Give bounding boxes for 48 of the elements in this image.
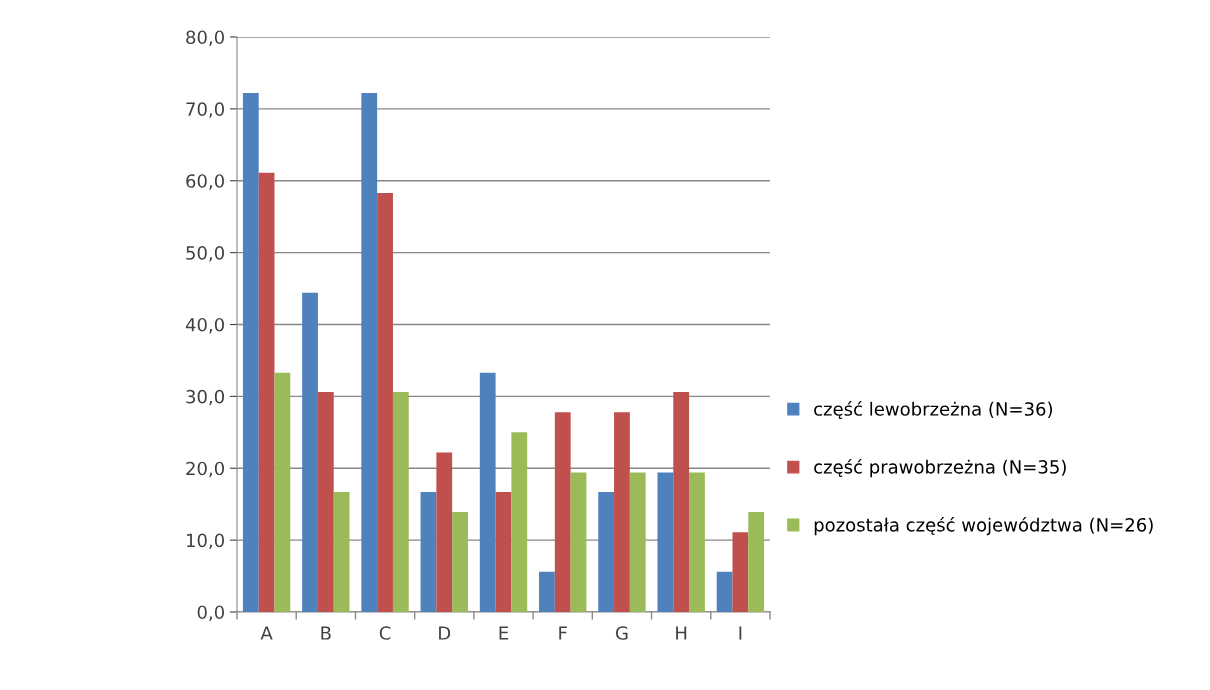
bar	[258, 172, 275, 612]
x-tick-label: G	[615, 626, 628, 640]
bar	[570, 472, 587, 612]
bar	[274, 372, 291, 612]
bar	[748, 512, 765, 612]
x-tick-label: I	[739, 626, 742, 640]
y-tick-label: 20,0	[186, 461, 224, 478]
x-tick-label: H	[676, 626, 687, 640]
bar	[511, 432, 528, 612]
y-tick-label: 0,0	[197, 605, 224, 621]
bar	[657, 472, 674, 612]
y-tick-label: 70,0	[186, 102, 224, 118]
bar	[554, 412, 571, 612]
x-tick-label: D	[439, 626, 451, 640]
bar	[598, 491, 615, 612]
x-tick-label: F	[559, 626, 567, 640]
bar	[242, 93, 259, 612]
bar	[333, 491, 350, 612]
bar	[539, 571, 555, 612]
bar	[614, 412, 630, 612]
bar	[420, 491, 437, 612]
bar	[716, 571, 733, 612]
bar	[361, 93, 378, 612]
y-tick-label: 50,0	[186, 246, 224, 262]
x-tick-label: E	[499, 626, 509, 640]
legend-label: część lewobrzeżna (N=36)	[814, 401, 1053, 420]
y-tick-label: 60,0	[186, 174, 224, 190]
legend-label: część prawobrzeżna (N=35)	[814, 459, 1066, 478]
bar	[689, 472, 705, 612]
y-tick-label: 10,0	[186, 533, 224, 550]
bar	[495, 491, 512, 612]
bar	[452, 512, 468, 612]
x-tick-label: A	[260, 626, 273, 640]
bar	[629, 472, 646, 612]
y-tick-label: 40,0	[185, 317, 224, 334]
bar	[392, 392, 409, 612]
legend-label: pozostała część województwa (N=26)	[814, 516, 1153, 536]
bar	[377, 192, 393, 612]
bar	[479, 372, 496, 612]
x-tick-label: C	[379, 626, 391, 640]
bar	[673, 392, 690, 612]
x-tick-label: B	[321, 626, 331, 640]
y-tick-label: 30,0	[186, 389, 224, 406]
bar	[302, 292, 318, 612]
bar	[317, 392, 334, 612]
y-tick-label: 80,0	[186, 30, 224, 46]
bar	[732, 532, 749, 612]
bar	[436, 452, 453, 612]
